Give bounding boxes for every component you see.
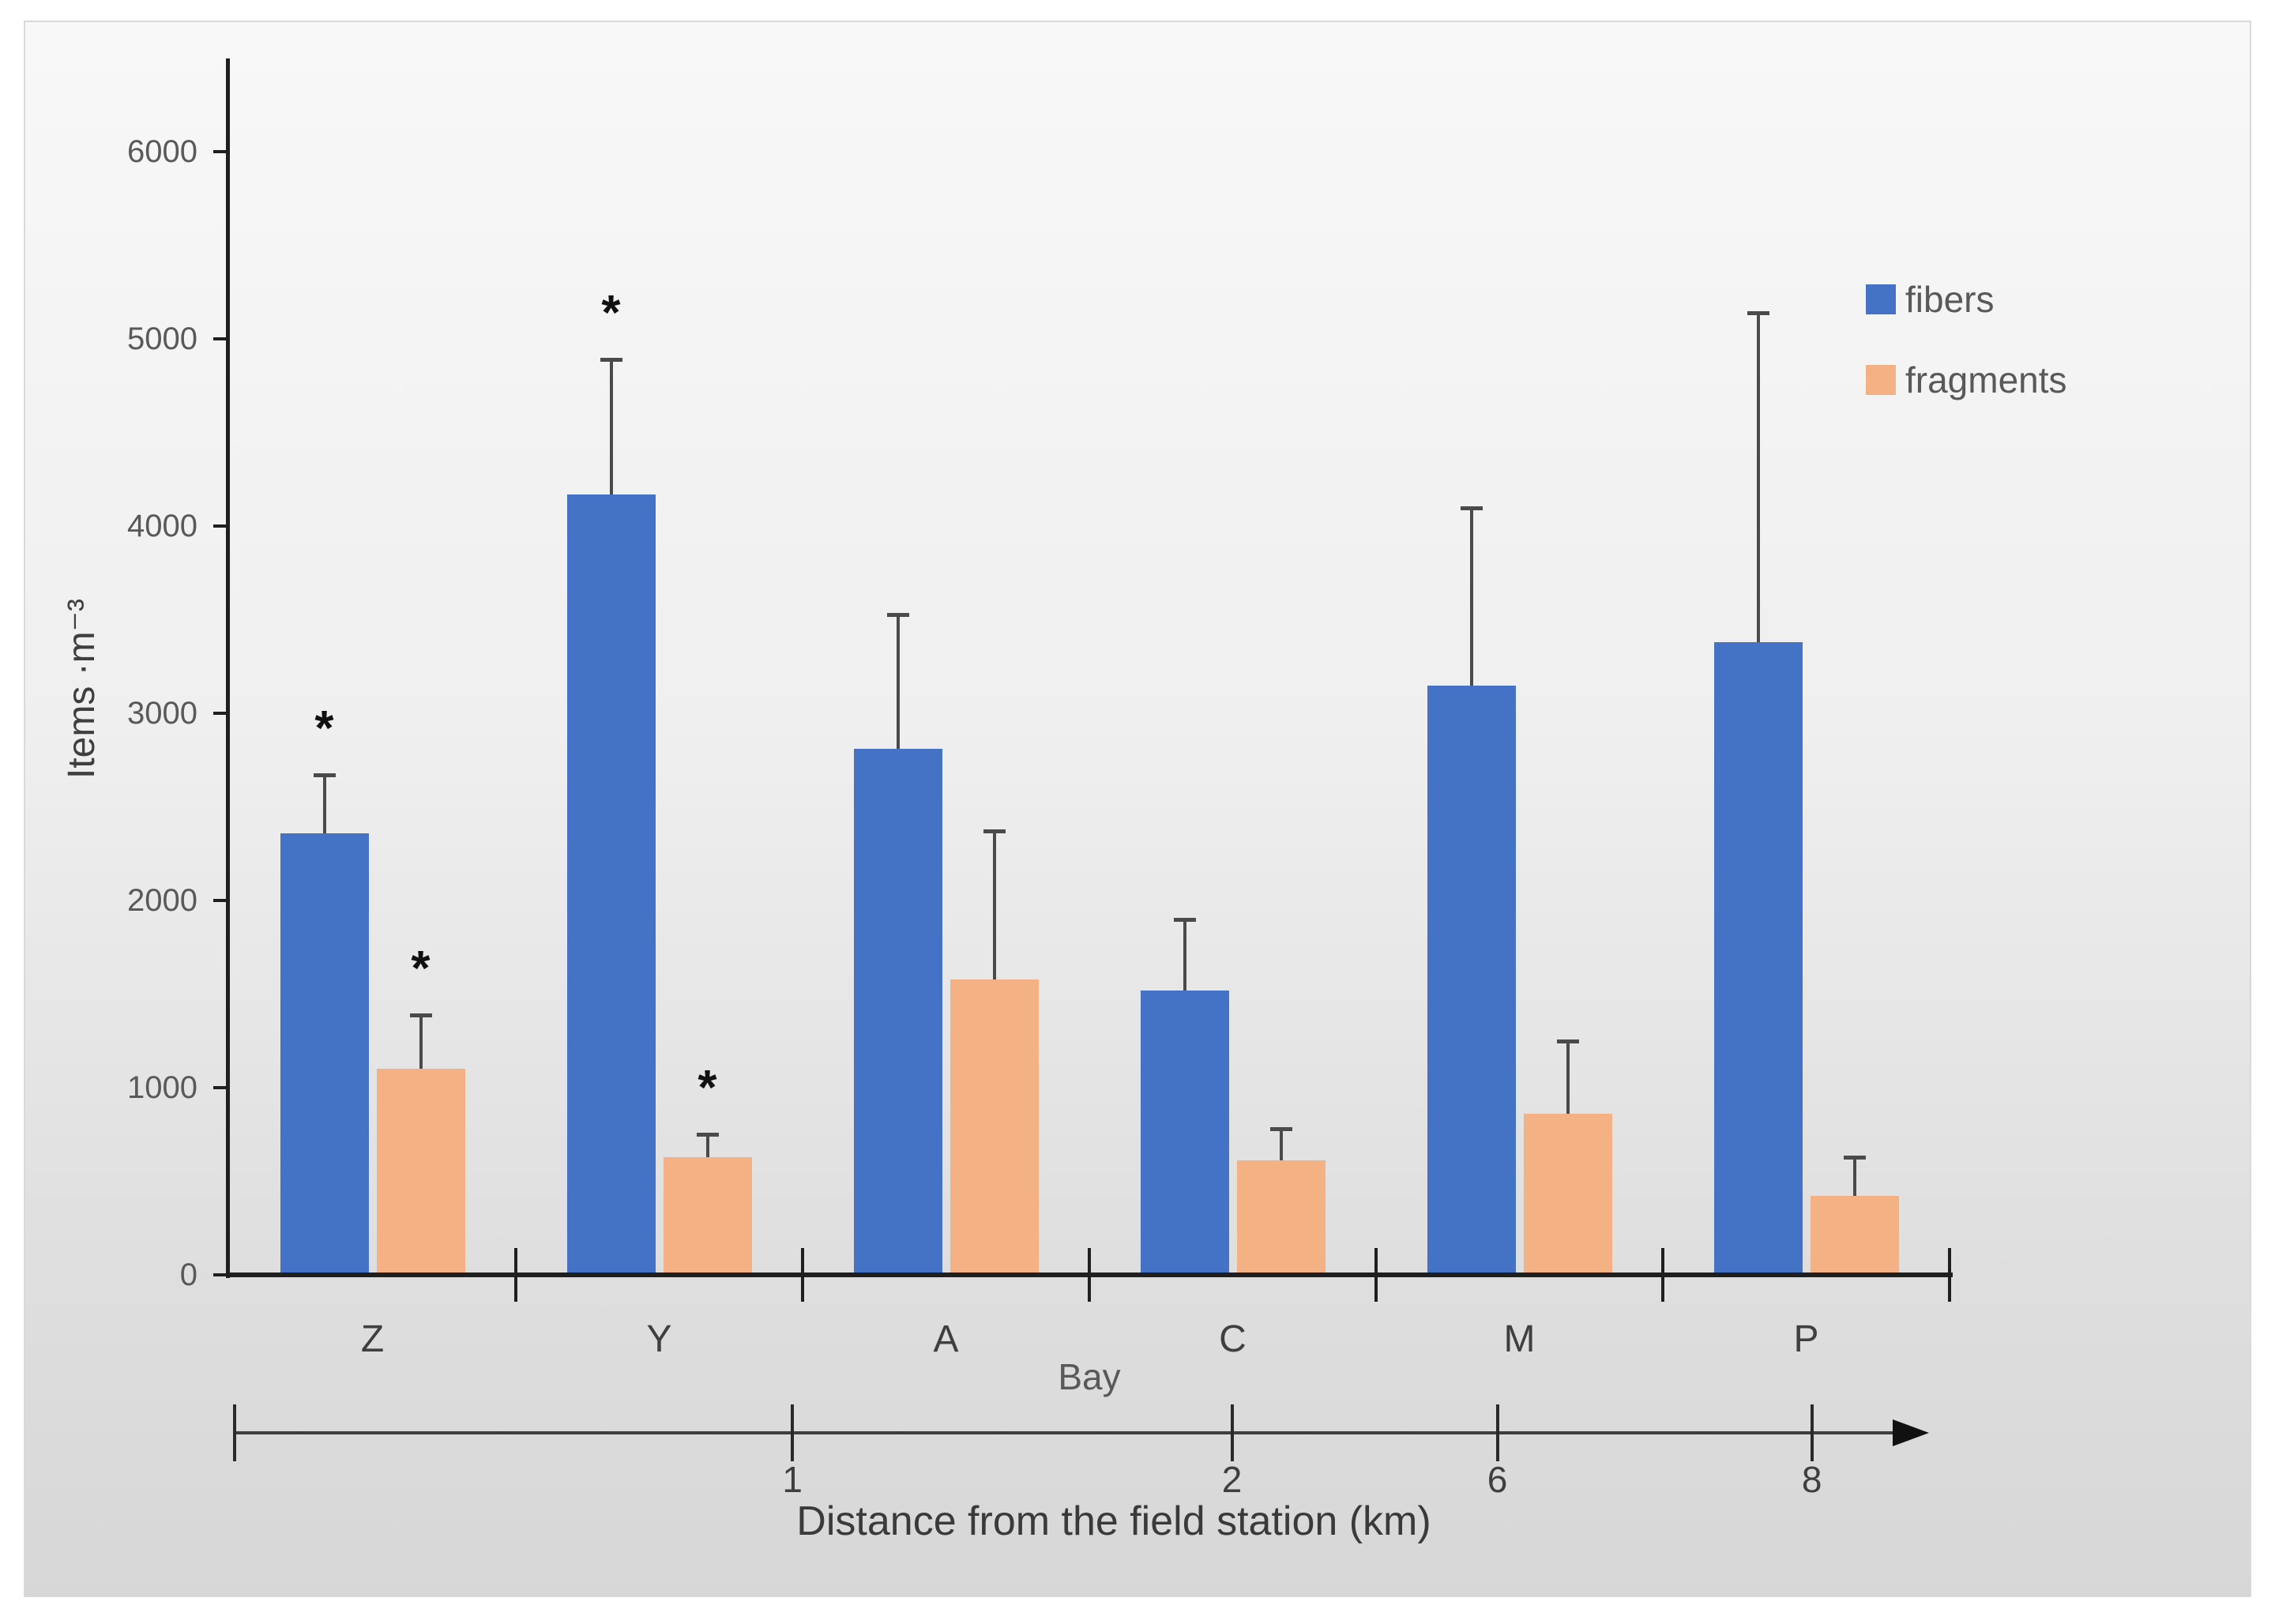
y-axis-tick-label: 0 <box>179 1257 197 1292</box>
significance-asterisk-fibers-Y: * <box>601 286 621 341</box>
y-axis-tick <box>213 712 229 716</box>
error-bar-cap-fragments-C <box>1269 1127 1292 1132</box>
distance-axis-tick-label: 2 <box>1221 1459 1243 1500</box>
error-bar-fibers-M <box>1469 507 1473 686</box>
error-bar-fibers-A <box>896 614 900 750</box>
category-label-C: C <box>1219 1318 1247 1360</box>
bar-fibers-A <box>853 749 942 1275</box>
error-bar-fragments-A <box>992 831 996 979</box>
distance-axis-arrowhead-icon <box>1893 1419 1929 1446</box>
significance-asterisk-fragments-Y: * <box>698 1061 717 1116</box>
error-bar-cap-fragments-M <box>1556 1039 1579 1043</box>
error-bar-cap-fibers-Z <box>313 773 336 778</box>
bar-fibers-P <box>1713 642 1803 1275</box>
y-axis-tick-label: 1000 <box>127 1070 197 1106</box>
error-bar-cap-fragments-Z <box>409 1013 432 1017</box>
distance-axis-start-tick <box>233 1404 236 1461</box>
y-axis-tick <box>213 524 229 528</box>
y-axis-tick-label: 6000 <box>127 134 197 170</box>
bar-fragments-C <box>1236 1160 1326 1275</box>
error-bar-cap-fibers-A <box>886 612 909 617</box>
category-label-Y: Y <box>646 1318 672 1360</box>
category-label-P: P <box>1793 1318 1819 1360</box>
error-bar-fragments-Y <box>705 1134 709 1157</box>
error-bar-cap-fragments-A <box>983 829 1006 834</box>
x-axis-title: Bay <box>1058 1356 1121 1397</box>
error-bar-fragments-Z <box>419 1014 423 1070</box>
error-bar-cap-fibers-M <box>1460 506 1483 510</box>
error-bar-cap-fragments-Y <box>696 1133 719 1137</box>
legend-swatch-fragments-icon <box>1866 365 1896 395</box>
distance-axis-tick-label: 8 <box>1801 1459 1822 1500</box>
distance-axis-tick <box>1495 1404 1499 1461</box>
legend-label-fragments: fragments <box>1905 359 2067 400</box>
category-label-M: M <box>1503 1318 1536 1360</box>
error-bar-cap-fibers-P <box>1747 311 1769 316</box>
category-label-Z: Z <box>360 1318 385 1360</box>
bar-fragments-M <box>1523 1114 1612 1275</box>
legend-swatch-fibers-icon <box>1866 284 1896 314</box>
bar-fibers-C <box>1140 990 1229 1275</box>
distance-axis-title: Distance from the field station (km) <box>796 1498 1431 1544</box>
error-bar-cap-fragments-P <box>1843 1155 1866 1160</box>
error-bar-fibers-P <box>1756 313 1760 643</box>
y-axis-tick-label: 5000 <box>127 321 197 357</box>
distance-axis-tick <box>1810 1404 1814 1461</box>
bar-fibers-Z <box>280 833 369 1275</box>
error-bar-fibers-Z <box>322 775 326 833</box>
y-axis-tick <box>213 150 229 154</box>
distance-axis-line <box>235 1431 1896 1434</box>
distance-axis-tick-label: 6 <box>1487 1459 1508 1500</box>
y-axis-tick <box>213 899 229 903</box>
plot-area: 0 1000 2000 3000 4000 5000 6000 * * Z * * Y A C M P <box>25 22 2253 1599</box>
bar-fragments-P <box>1810 1196 1899 1275</box>
category-label-A: A <box>933 1318 959 1360</box>
error-bar-cap-fibers-C <box>1173 917 1196 922</box>
x-axis-line <box>226 1273 1953 1277</box>
bar-fragments-A <box>949 979 1039 1275</box>
significance-asterisk-fibers-Z: * <box>314 701 334 757</box>
distance-axis-tick-label: 1 <box>782 1459 803 1500</box>
y-axis-line <box>226 58 230 1278</box>
legend-label-fibers: fibers <box>1905 279 1995 320</box>
error-bar-fragments-M <box>1566 1040 1570 1115</box>
chart-frame: Items ·m⁻³ 0 1000 2000 3000 4000 5000 6000 * * Z *… <box>24 21 2251 1597</box>
y-axis-tick-label: 2000 <box>127 883 197 919</box>
distance-axis-tick <box>1230 1404 1234 1461</box>
y-axis-tick-label: 4000 <box>127 509 197 544</box>
error-bar-fibers-C <box>1183 919 1186 991</box>
error-bar-fragments-P <box>1852 1156 1856 1197</box>
error-bar-fragments-C <box>1279 1129 1283 1161</box>
y-axis-tick <box>213 1086 229 1090</box>
bar-fibers-Y <box>566 494 656 1275</box>
error-bar-cap-fibers-Y <box>600 358 622 363</box>
bar-fragments-Y <box>663 1156 752 1275</box>
error-bar-fibers-Y <box>609 359 613 495</box>
y-axis-tick <box>213 337 229 341</box>
y-axis-tick <box>213 1273 229 1276</box>
y-axis-tick-label: 3000 <box>127 696 197 731</box>
distance-axis-tick <box>791 1404 795 1461</box>
bar-fragments-Z <box>376 1069 465 1275</box>
significance-asterisk-fragments-Z: * <box>411 941 431 996</box>
bar-fibers-M <box>1427 685 1516 1275</box>
